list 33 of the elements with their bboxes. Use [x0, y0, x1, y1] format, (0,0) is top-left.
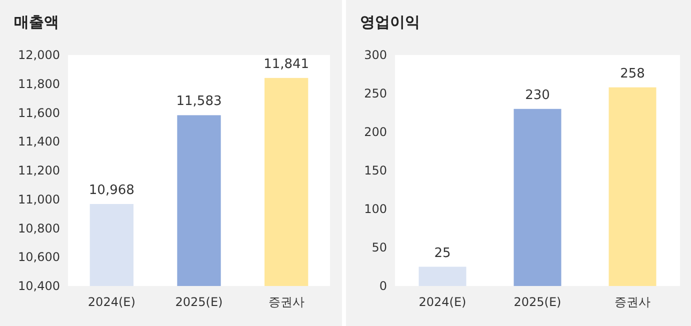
data-label: 25 — [434, 246, 451, 261]
y-tick-label: 10,600 — [18, 250, 60, 264]
data-label: 230 — [525, 88, 550, 103]
x-tick-label: 2025(E) — [514, 295, 562, 309]
y-tick-label: 11,200 — [18, 164, 60, 178]
y-tick-label: 11,600 — [18, 106, 60, 120]
bar — [418, 266, 466, 286]
x-tick-label: 2024(E) — [418, 295, 466, 309]
x-tick-label: 증권사 — [268, 295, 304, 309]
y-tick-label: 150 — [364, 164, 387, 178]
y-tick-label: 11,000 — [18, 192, 60, 206]
y-tick-label: 300 — [364, 48, 387, 62]
data-label: 10,968 — [88, 182, 134, 198]
y-tick-label: 11,800 — [18, 76, 60, 91]
y-tick-label: 200 — [364, 125, 387, 139]
x-tick-label: 2025(E) — [175, 295, 223, 309]
y-tick-label: 12,000 — [18, 48, 60, 62]
bar — [514, 108, 562, 286]
y-tick-label: 10,400 — [18, 279, 60, 293]
data-label: 258 — [620, 66, 645, 82]
bar — [608, 87, 656, 286]
y-tick-label: 50 — [372, 240, 387, 254]
data-label: 11,583 — [176, 94, 222, 110]
y-tick-label: 11,400 — [18, 134, 60, 149]
chart-title: 매출액 — [14, 13, 59, 31]
data-label: 11,841 — [264, 56, 310, 72]
y-tick-label: 0 — [379, 279, 387, 293]
y-tick-label: 10,800 — [18, 221, 60, 236]
x-tick-label: 증권사 — [614, 295, 650, 309]
x-tick-label: 2024(E) — [88, 295, 136, 309]
chart-title: 영업이익 — [360, 13, 420, 31]
y-tick-label: 100 — [364, 202, 387, 216]
y-tick-label: 250 — [364, 86, 387, 100]
